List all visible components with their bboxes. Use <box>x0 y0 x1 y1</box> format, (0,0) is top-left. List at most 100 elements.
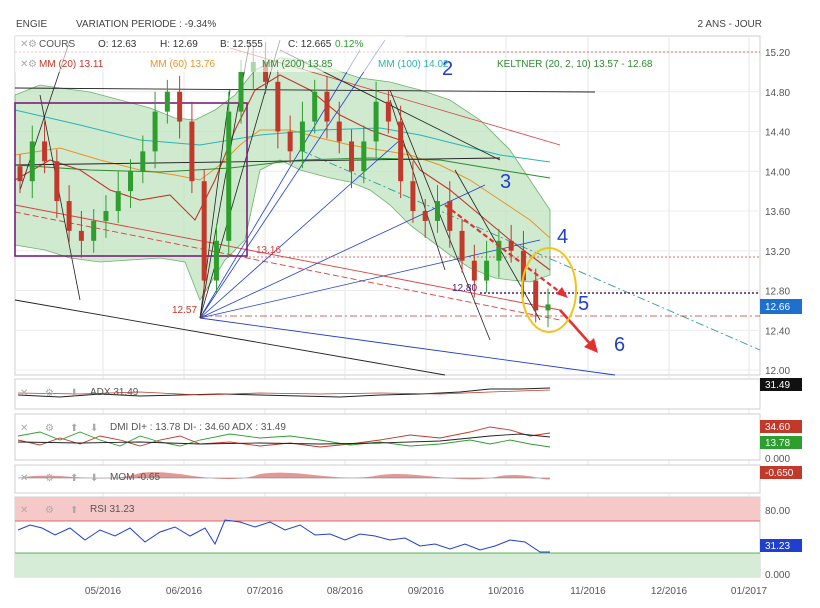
mm200-line <box>14 157 551 179</box>
price-tick: 12.00 <box>765 366 790 377</box>
close-icon[interactable]: ✕ <box>20 39 28 50</box>
gear-icon[interactable]: ⚙ <box>45 473 54 484</box>
adx-panel <box>14 378 761 410</box>
highlight-ellipse <box>521 247 577 333</box>
candle-body <box>103 211 109 221</box>
close-icon[interactable]: ✕ <box>20 423 28 434</box>
rsi-oversold-zone <box>15 553 760 577</box>
candle-body <box>213 240 219 281</box>
close-icon[interactable]: ✕ <box>20 59 28 70</box>
legend-open: O: 12.63 <box>98 39 137 50</box>
dmi-minus-line <box>17 426 551 448</box>
price-tick: 14.80 <box>765 88 790 99</box>
legend-cours: COURS <box>39 39 75 50</box>
legend-high: H: 12.69 <box>160 39 198 50</box>
level-1257-label: 12.57 <box>172 305 197 316</box>
close-icon[interactable]: ✕ <box>20 473 28 484</box>
mom-label: MOM -0.65 <box>110 472 160 483</box>
candle-body <box>201 181 207 281</box>
annotation-2: 2 <box>442 58 453 80</box>
time-tick: 12/2016 <box>651 586 688 597</box>
candle-body <box>410 181 416 211</box>
arrow-up-icon[interactable]: ⬆ <box>70 473 78 484</box>
time-tick: 01/2017 <box>731 586 768 597</box>
candle-body <box>226 111 232 241</box>
candle-body <box>91 220 97 241</box>
gear-icon[interactable]: ⚙ <box>28 59 37 70</box>
candle-body <box>312 91 318 122</box>
rsi-label: RSI 31.23 <box>90 504 135 515</box>
mm100-line <box>14 109 551 163</box>
candle-body <box>484 260 490 281</box>
candle-body <box>349 141 355 172</box>
candle-body <box>385 101 391 122</box>
dmi-adx-line <box>17 433 551 445</box>
candle-body <box>128 171 134 192</box>
candle-body <box>164 91 170 112</box>
candle-body <box>115 191 121 211</box>
dmi-minus-badge <box>760 420 802 433</box>
candle-body <box>459 230 465 261</box>
target-arrowhead <box>584 338 598 353</box>
candle-body <box>275 81 281 132</box>
candle-body <box>177 91 183 122</box>
dmi-minus-value: 34.60 <box>765 422 790 433</box>
candle-body <box>42 141 48 162</box>
rsi-overbought-zone <box>15 497 760 521</box>
legend-mm60: MM (60) 13.76 <box>150 59 215 70</box>
arrow-down-icon[interactable]: ⬇ <box>70 388 78 399</box>
arrow-up-icon[interactable]: ⬆ <box>70 423 78 434</box>
candle-body <box>17 166 23 182</box>
time-tick: 10/2016 <box>488 586 525 597</box>
legend-mm20: MM (20) 13.11 <box>39 59 104 70</box>
candle-body <box>373 101 379 142</box>
arrow-up-icon[interactable]: ⬆ <box>70 505 78 516</box>
close-icon[interactable]: ✕ <box>20 388 28 399</box>
close-icon[interactable]: ✕ <box>20 505 28 516</box>
period-label: 2 ANS - JOUR <box>697 19 762 30</box>
current-price-value: 12.66 <box>765 302 790 313</box>
adx-line <box>17 387 551 398</box>
gear-icon[interactable]: ⚙ <box>45 388 54 399</box>
legend-keltner: KELTNER (20, 2, 10) 13.57 - 12.68 <box>497 59 653 70</box>
candle-body <box>189 121 195 182</box>
current-price-badge <box>760 299 802 314</box>
black-horizontal <box>14 87 596 93</box>
adx-signal <box>17 389 551 396</box>
gear-icon[interactable]: ⚙ <box>45 423 54 434</box>
rsi-value: 31.23 <box>765 541 790 552</box>
candle-body <box>496 240 502 261</box>
adx-value: 31.49 <box>765 380 790 391</box>
dmi-plus-line <box>17 431 551 448</box>
rsi-tick-80: 80.00 <box>765 506 790 517</box>
price-tick: 13.20 <box>765 247 790 258</box>
time-tick: 11/2016 <box>570 586 606 597</box>
blue-base-line <box>199 317 616 376</box>
adx-value-badge <box>760 378 802 391</box>
legend: ✕ ⚙ COURS O: 12.63 H: 12.69 B: 12.555 C:… <box>20 39 653 70</box>
candle-body <box>66 201 72 231</box>
candle-body <box>361 141 367 172</box>
mom-value-badge <box>760 466 802 479</box>
arrow-down-icon[interactable]: ⬇ <box>90 423 98 434</box>
legend-change: 0.12% <box>335 39 363 50</box>
candle-body <box>471 260 477 281</box>
legend-backdrop <box>15 36 405 72</box>
arrow-down-icon[interactable]: ⬇ <box>90 473 98 484</box>
time-axis: 05/2016 06/2016 07/2016 08/2016 09/2016 10/20… <box>85 586 768 597</box>
dmi-plus-badge <box>760 436 802 449</box>
gear-icon[interactable]: ⚙ <box>45 505 54 516</box>
projection-arrowhead <box>556 287 568 298</box>
black-midline <box>14 157 501 166</box>
mom-value: -0.650 <box>765 468 794 479</box>
time-tick: 09/2016 <box>408 586 445 597</box>
candle-body <box>508 240 514 251</box>
gear-icon[interactable]: ⚙ <box>28 39 37 50</box>
legend-mm100: MM (100) 14.02 <box>378 59 449 70</box>
dmi-plus-value: 13.78 <box>765 438 790 449</box>
price-tick: 12.80 <box>765 287 790 298</box>
dmi-panel <box>14 413 761 461</box>
candle-body <box>152 111 158 152</box>
legend-low: B: 12.555 <box>220 39 263 50</box>
